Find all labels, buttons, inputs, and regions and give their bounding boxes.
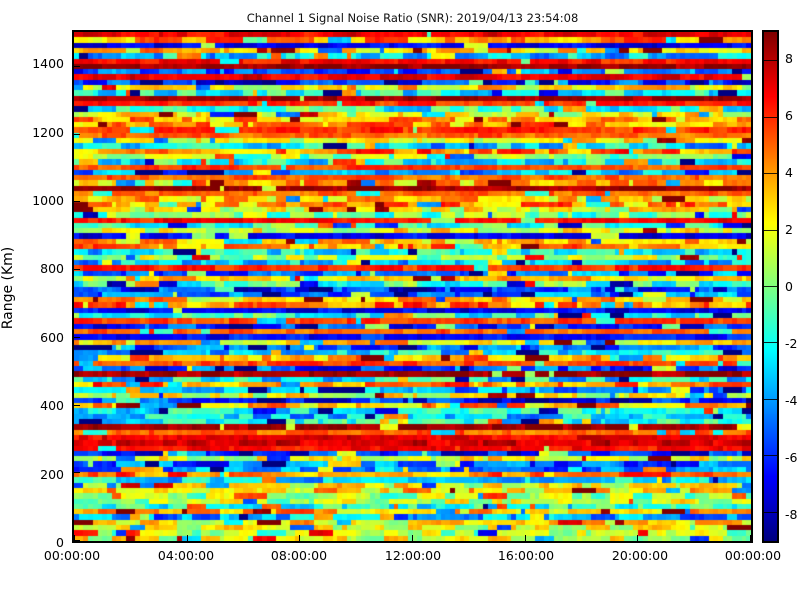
colorbar-tick <box>764 399 777 400</box>
y-tick-label: 800 <box>40 261 64 276</box>
x-tick-label: 16:00:00 <box>497 548 555 563</box>
x-tick <box>750 535 751 541</box>
colorbar-tick-label: 2 <box>785 222 793 237</box>
colorbar-tick-label: -2 <box>785 336 798 351</box>
x-tick-label: 12:00:00 <box>384 548 442 563</box>
chart-title: Channel 1 Signal Noise Ratio (SNR): 2019… <box>246 11 579 25</box>
colorbar-tick <box>764 230 777 231</box>
colorbar-tick <box>764 512 777 513</box>
colorbar <box>762 30 779 543</box>
colorbar-tick <box>764 342 777 343</box>
y-tick-label: 200 <box>40 467 64 482</box>
colorbar-tick <box>764 117 777 118</box>
y-tick <box>74 405 80 406</box>
x-tick-label: 00:00:00 <box>43 548 101 563</box>
x-tick <box>187 535 188 541</box>
y-tick-label: 1400 <box>32 56 64 71</box>
y-tick-label: 1200 <box>32 125 64 140</box>
colorbar-tick <box>764 173 777 174</box>
y-tick <box>74 201 80 202</box>
x-tick <box>525 535 526 541</box>
snr-heatmap-canvas <box>74 32 751 541</box>
y-tick <box>74 134 80 135</box>
colorbar-tick-label: 4 <box>785 165 793 180</box>
y-tick <box>74 269 80 270</box>
y-tick-label: 600 <box>40 330 64 345</box>
x-tick <box>637 535 638 541</box>
x-tick <box>299 535 300 541</box>
colorbar-tick-label: -4 <box>785 393 798 408</box>
colorbar-tick-label: 8 <box>785 51 793 66</box>
x-tick-label: 08:00:00 <box>270 548 328 563</box>
x-tick-label: 20:00:00 <box>611 548 669 563</box>
colorbar-tick-label: 6 <box>785 108 793 123</box>
y-tick <box>74 540 80 541</box>
colorbar-tick-label: 0 <box>785 279 793 294</box>
colorbar-tick-label: -8 <box>785 507 798 522</box>
colorbar-tick <box>764 455 777 456</box>
y-tick <box>74 66 80 67</box>
x-tick <box>412 535 413 541</box>
y-tick-label: 400 <box>40 398 64 413</box>
colorbar-tick <box>764 60 777 61</box>
colorbar-tick-label: -6 <box>785 450 798 465</box>
x-tick-label: 00:00:00 <box>724 548 782 563</box>
y-tick-label: 1000 <box>32 193 64 208</box>
y-tick <box>74 472 80 473</box>
x-tick-label: 04:00:00 <box>157 548 215 563</box>
x-tick <box>74 535 75 541</box>
y-tick-label: 0 <box>56 535 64 550</box>
y-tick <box>74 337 80 338</box>
plot-area <box>72 30 753 543</box>
colorbar-tick <box>764 286 777 287</box>
